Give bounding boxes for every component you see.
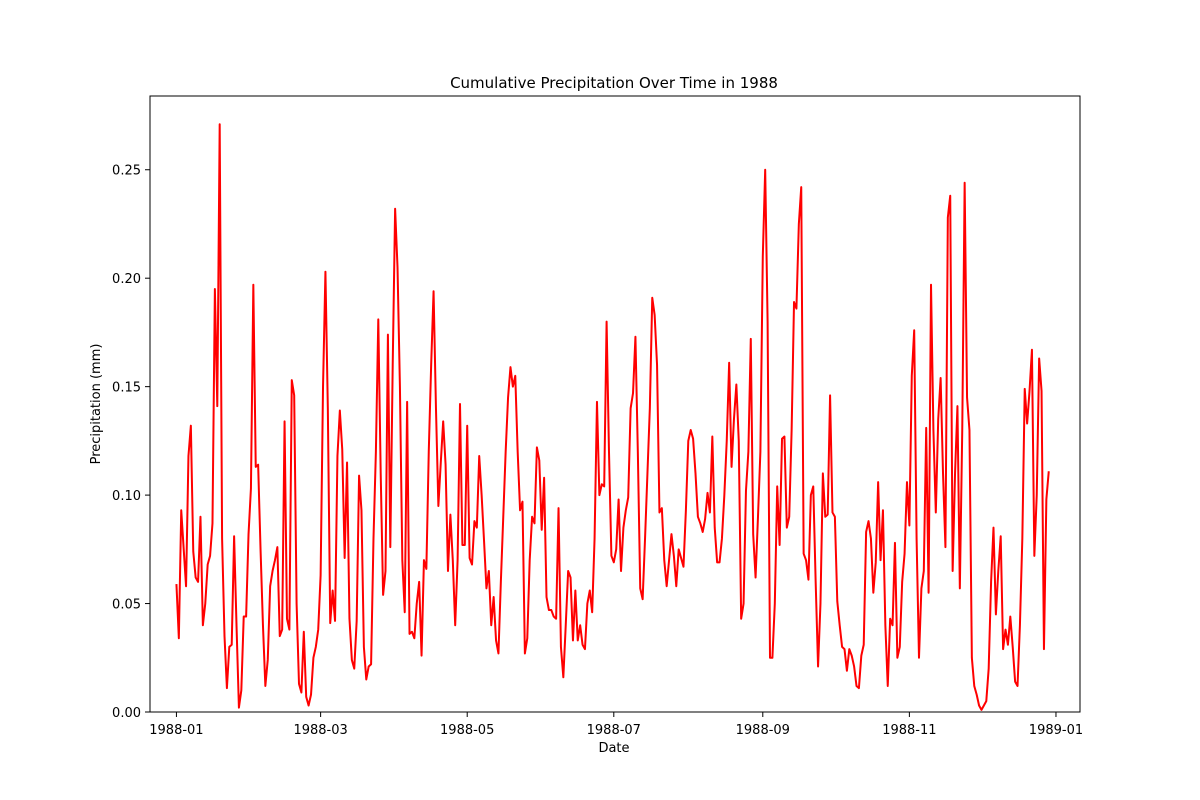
y-axis: 0.00 0.05 0.10 0.15 0.20 0.25	[112, 164, 150, 721]
y-tick-label: 0.20	[112, 272, 141, 287]
x-tick-label: 1988-05	[440, 723, 494, 738]
x-tick-label: 1988-09	[736, 723, 790, 738]
y-tick-label: 0.25	[112, 164, 141, 179]
y-tick-label: 0.15	[112, 381, 141, 396]
x-tick-label: 1989-01	[1029, 723, 1083, 738]
x-axis: 1988-01 1988-03 1988-05 1988-07 1988-09 1988-…	[149, 712, 1083, 738]
x-tick-label: 1988-11	[882, 723, 936, 738]
plot-area	[149, 95, 1081, 713]
plot-frame	[149, 95, 1081, 713]
y-tick-label: 0.10	[112, 489, 141, 504]
x-tick-label: 1988-07	[587, 723, 641, 738]
y-tick-label: 0.00	[112, 706, 141, 721]
y-axis-title: Precipitation (mm)	[89, 344, 104, 465]
x-axis-title: Date	[598, 741, 629, 756]
x-tick-label: 1988-01	[149, 723, 203, 738]
precipitation-series-line	[175, 123, 1050, 711]
x-tick-label: 1988-03	[293, 723, 347, 738]
y-tick-label: 0.05	[112, 598, 141, 613]
chart-title: Cumulative Precipitation Over Time in 19…	[450, 74, 778, 92]
